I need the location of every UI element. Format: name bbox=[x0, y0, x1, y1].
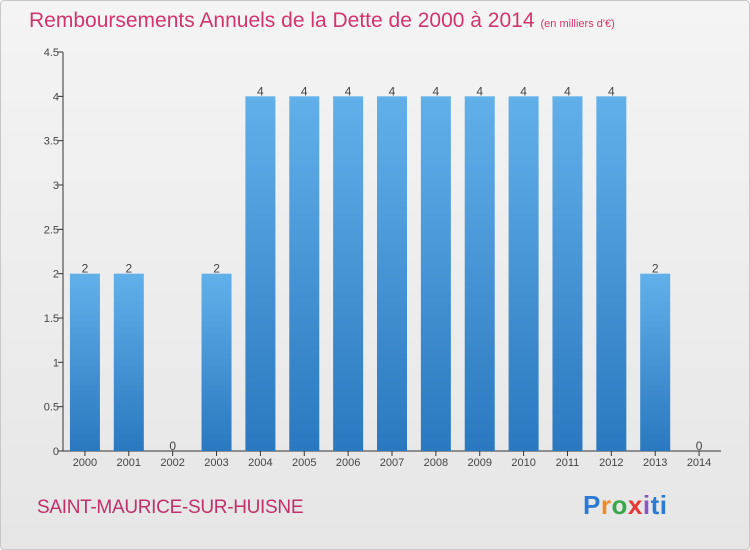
y-tick-label: 2 bbox=[53, 269, 59, 281]
x-tick-label: 2000 bbox=[73, 457, 97, 469]
bar-value-label: 4 bbox=[433, 84, 440, 98]
bar bbox=[69, 273, 100, 451]
bar bbox=[552, 96, 583, 451]
x-tick-label: 2008 bbox=[424, 457, 448, 469]
bar-value-label: 4 bbox=[476, 84, 483, 98]
y-tick-label: 1.5 bbox=[44, 313, 59, 325]
x-tick-label: 2003 bbox=[204, 457, 228, 469]
bar bbox=[596, 96, 627, 451]
brand-logo: Proxiti bbox=[583, 490, 668, 520]
bar bbox=[420, 96, 451, 451]
x-tick-label: 2014 bbox=[687, 457, 711, 469]
bar bbox=[333, 96, 364, 451]
x-tick-label: 2002 bbox=[160, 457, 184, 469]
bar-value-label: 4 bbox=[257, 84, 264, 98]
y-tick-label: 0 bbox=[53, 446, 59, 458]
x-tick-label: 2001 bbox=[117, 457, 141, 469]
x-tick-label: 2013 bbox=[643, 457, 667, 469]
x-tick-label: 2004 bbox=[248, 457, 272, 469]
bar bbox=[245, 96, 276, 451]
bar-value-label: 4 bbox=[608, 84, 615, 98]
y-tick-label: 2.5 bbox=[44, 224, 59, 236]
bar bbox=[377, 96, 407, 451]
x-tick-label: 2012 bbox=[599, 457, 623, 469]
x-tick-label: 2010 bbox=[511, 457, 535, 469]
bar-value-label: 4 bbox=[345, 84, 352, 98]
bar-value-label: 2 bbox=[213, 262, 220, 276]
x-tick-label: 2011 bbox=[556, 457, 580, 469]
location-label: SAINT-MAURICE-SUR-HUISNE bbox=[37, 497, 304, 518]
chart-unit: (en milliers d'€) bbox=[540, 18, 615, 30]
y-tick-label: 0.5 bbox=[44, 402, 59, 414]
bar bbox=[113, 273, 144, 451]
x-tick-label: 2005 bbox=[292, 457, 316, 469]
bar-value-label: 4 bbox=[564, 84, 571, 98]
x-tick-label: 2006 bbox=[336, 457, 360, 469]
bar-value-label: 2 bbox=[125, 262, 132, 276]
y-tick-label: 3 bbox=[53, 180, 59, 192]
bar bbox=[640, 273, 671, 451]
y-tick-label: 4.5 bbox=[44, 47, 59, 59]
bar-value-label: 4 bbox=[520, 84, 527, 98]
bar-value-label: 0 bbox=[169, 439, 176, 453]
bar-value-label: 2 bbox=[82, 262, 89, 276]
bar bbox=[201, 273, 232, 451]
bar-value-label: 4 bbox=[301, 84, 308, 98]
y-tick-label: 4 bbox=[53, 91, 59, 103]
y-tick-label: 1 bbox=[53, 357, 59, 369]
bar bbox=[289, 96, 320, 451]
bar-value-label: 2 bbox=[652, 262, 659, 276]
bar bbox=[508, 96, 539, 451]
bar bbox=[464, 96, 495, 451]
y-tick-label: 3.5 bbox=[44, 136, 59, 148]
chart-title: Remboursements Annuels de la Dette de 20… bbox=[29, 9, 615, 33]
x-tick-label: 2007 bbox=[380, 457, 404, 469]
bar-value-label: 0 bbox=[696, 439, 703, 453]
chart-title-text: Remboursements Annuels de la Dette de 20… bbox=[29, 9, 535, 32]
bar-value-label: 4 bbox=[389, 84, 396, 98]
x-tick-label: 2009 bbox=[467, 457, 491, 469]
